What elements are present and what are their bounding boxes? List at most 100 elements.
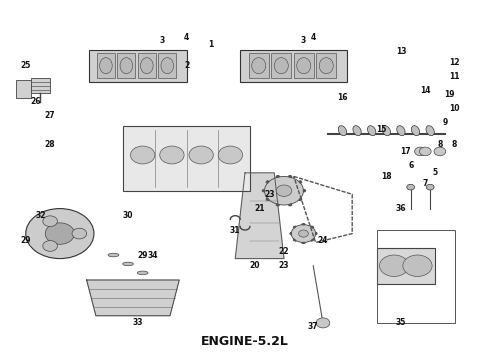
Ellipse shape xyxy=(108,253,119,257)
Bar xyxy=(249,53,269,78)
Text: 4: 4 xyxy=(311,33,316,42)
FancyArrow shape xyxy=(289,176,292,177)
Text: 26: 26 xyxy=(30,97,41,106)
Text: 9: 9 xyxy=(442,118,447,127)
Ellipse shape xyxy=(120,58,133,74)
FancyArrow shape xyxy=(299,198,302,201)
Ellipse shape xyxy=(297,58,311,74)
Bar xyxy=(271,53,291,78)
Bar xyxy=(294,53,314,78)
Circle shape xyxy=(407,184,415,190)
Circle shape xyxy=(291,225,316,243)
FancyArrow shape xyxy=(299,181,302,183)
Ellipse shape xyxy=(161,58,173,74)
Ellipse shape xyxy=(274,58,288,74)
Bar xyxy=(117,53,135,78)
Circle shape xyxy=(43,240,57,251)
Text: 21: 21 xyxy=(254,204,265,213)
FancyArrow shape xyxy=(276,176,279,177)
Circle shape xyxy=(218,146,243,164)
Text: 3: 3 xyxy=(160,36,165,45)
Text: 29: 29 xyxy=(137,251,148,260)
Circle shape xyxy=(415,147,426,156)
Ellipse shape xyxy=(99,58,112,74)
Circle shape xyxy=(26,208,94,258)
Ellipse shape xyxy=(141,58,153,74)
FancyArrow shape xyxy=(311,239,314,241)
FancyArrow shape xyxy=(302,224,305,225)
Ellipse shape xyxy=(382,126,391,136)
FancyArrow shape xyxy=(290,232,291,235)
Ellipse shape xyxy=(353,126,361,136)
Ellipse shape xyxy=(368,126,376,136)
Text: 27: 27 xyxy=(45,111,55,120)
Text: 18: 18 xyxy=(381,172,392,181)
Polygon shape xyxy=(235,173,284,258)
FancyArrow shape xyxy=(303,189,305,192)
Text: 4: 4 xyxy=(184,33,189,42)
Circle shape xyxy=(160,146,184,164)
Text: 33: 33 xyxy=(133,318,143,327)
Text: 30: 30 xyxy=(123,211,133,220)
Text: 24: 24 xyxy=(318,236,328,245)
Circle shape xyxy=(276,185,292,197)
Text: 8: 8 xyxy=(452,140,457,149)
Text: 6: 6 xyxy=(408,161,413,170)
Text: 10: 10 xyxy=(449,104,460,113)
Circle shape xyxy=(45,223,74,244)
FancyArrow shape xyxy=(267,181,269,183)
Text: 1: 1 xyxy=(208,40,214,49)
FancyArrow shape xyxy=(289,204,292,206)
Bar xyxy=(30,78,50,93)
Text: 23: 23 xyxy=(264,190,274,199)
Ellipse shape xyxy=(426,126,434,136)
Bar xyxy=(89,50,187,82)
Text: 19: 19 xyxy=(444,90,455,99)
Ellipse shape xyxy=(397,126,405,136)
Bar xyxy=(138,53,156,78)
Text: 8: 8 xyxy=(437,140,442,149)
Text: 23: 23 xyxy=(279,261,289,270)
Text: 15: 15 xyxy=(376,126,387,135)
Text: 31: 31 xyxy=(230,225,241,234)
Text: 37: 37 xyxy=(308,322,319,331)
Circle shape xyxy=(419,147,431,156)
Text: 5: 5 xyxy=(433,168,438,177)
Bar xyxy=(123,126,250,191)
FancyArrow shape xyxy=(263,189,265,192)
Circle shape xyxy=(316,318,330,328)
Circle shape xyxy=(298,230,308,237)
Text: 29: 29 xyxy=(21,236,31,245)
Bar xyxy=(376,248,435,284)
Text: 14: 14 xyxy=(420,86,431,95)
Ellipse shape xyxy=(411,126,420,136)
Bar xyxy=(316,53,336,78)
Text: 22: 22 xyxy=(279,247,289,256)
Text: 32: 32 xyxy=(35,211,46,220)
FancyArrow shape xyxy=(267,198,269,201)
Text: 16: 16 xyxy=(337,93,348,102)
Ellipse shape xyxy=(137,271,148,275)
FancyArrow shape xyxy=(311,226,314,228)
Ellipse shape xyxy=(252,58,266,74)
Bar xyxy=(16,80,30,98)
Text: 13: 13 xyxy=(395,47,406,56)
Polygon shape xyxy=(87,280,179,316)
Text: 25: 25 xyxy=(21,61,31,70)
FancyArrow shape xyxy=(276,204,279,206)
Text: 35: 35 xyxy=(396,318,406,327)
Text: 7: 7 xyxy=(422,179,428,188)
Text: 3: 3 xyxy=(301,36,306,45)
FancyArrow shape xyxy=(316,232,317,235)
Text: 11: 11 xyxy=(449,72,460,81)
Circle shape xyxy=(189,146,213,164)
Text: ENGINE-5.2L: ENGINE-5.2L xyxy=(201,335,289,348)
Text: 34: 34 xyxy=(147,251,158,260)
Bar xyxy=(240,50,347,82)
Circle shape xyxy=(426,184,434,190)
Bar xyxy=(158,53,176,78)
Bar xyxy=(376,230,455,323)
Text: 20: 20 xyxy=(249,261,260,270)
Circle shape xyxy=(72,228,87,239)
FancyArrow shape xyxy=(294,239,296,241)
